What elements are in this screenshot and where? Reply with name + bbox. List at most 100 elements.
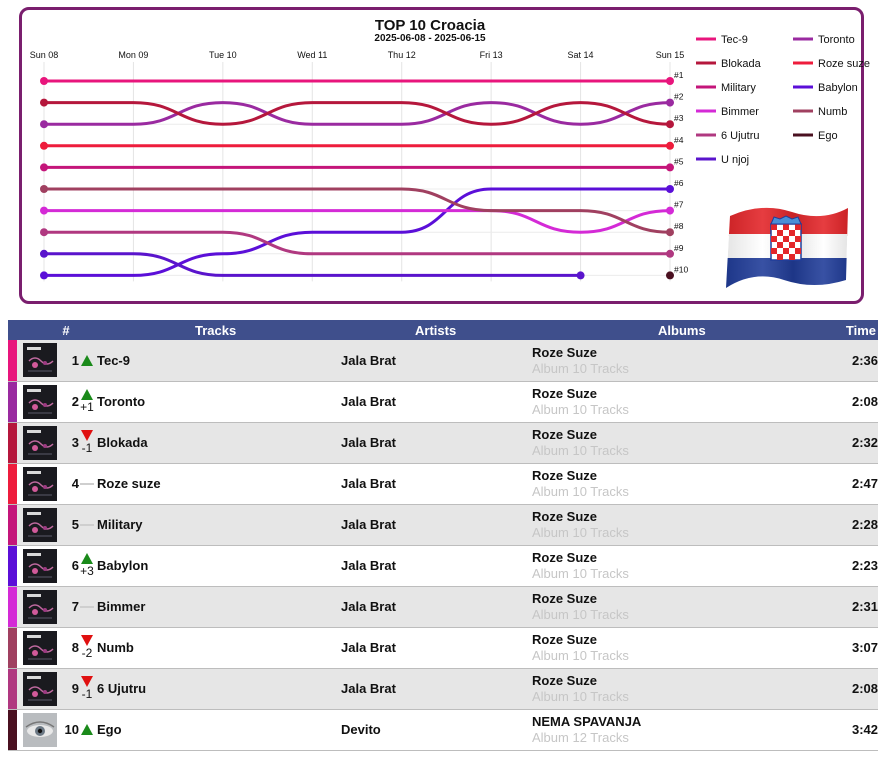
- series-point[interactable]: [40, 163, 48, 172]
- row-color-bar: [8, 340, 17, 382]
- series-point[interactable]: [40, 141, 48, 150]
- album-cell[interactable]: Roze Suze Album 10 Tracks: [532, 545, 760, 587]
- series-line-numb[interactable]: [42, 187, 672, 234]
- row-color-bar: [8, 463, 17, 505]
- table-row[interactable]: 6 +3 Babylon Jala Brat Roze Suze Album 10 Tra…: [8, 545, 878, 587]
- album-cell[interactable]: Roze Suze Album 10 Tracks: [532, 422, 760, 464]
- album-cell[interactable]: Roze Suze Album 10 Tracks: [532, 504, 760, 546]
- table-row[interactable]: 9 -1 6 Ujutru Jala Brat Roze Suze Album 10 Tr…: [8, 668, 878, 710]
- chart-subtitle: 2025-06-08 - 2025-06-15: [374, 33, 486, 44]
- series-point[interactable]: [40, 271, 48, 280]
- track-name[interactable]: Tec-9: [95, 340, 315, 382]
- row-rank: 7: [57, 586, 79, 628]
- track-name[interactable]: 6 Ujutru: [95, 668, 315, 710]
- table-row[interactable]: 7 Bimmer Jala Brat Roze Suze Album 10 Tracks…: [8, 586, 878, 628]
- album-cell[interactable]: Roze Suze Album 10 Tracks: [532, 381, 760, 423]
- artist-name[interactable]: Jala Brat: [315, 422, 560, 464]
- trend-down-icon: [81, 430, 93, 441]
- legend-label[interactable]: Bimmer: [721, 106, 759, 118]
- series-line-6-ujutru[interactable]: [42, 230, 672, 256]
- legend-label[interactable]: Numb: [818, 106, 847, 118]
- track-name[interactable]: Bimmer: [95, 586, 315, 628]
- artist-name[interactable]: Jala Brat: [315, 668, 560, 710]
- artist-name[interactable]: Jala Brat: [315, 627, 560, 669]
- series-point[interactable]: [40, 185, 48, 193]
- table-row[interactable]: 5 Military Jala Brat Roze Suze Album 10 Trac…: [8, 504, 878, 546]
- series-point[interactable]: [40, 249, 48, 258]
- series-point[interactable]: [666, 98, 674, 107]
- series-point[interactable]: [666, 185, 674, 193]
- album-cell[interactable]: NEMA SPAVANJA Album 12 Tracks: [532, 709, 760, 751]
- artist-name[interactable]: Jala Brat: [315, 504, 560, 546]
- album-cell[interactable]: Roze Suze Album 10 Tracks: [532, 463, 760, 505]
- artist-name[interactable]: Jala Brat: [315, 381, 560, 423]
- row-color-bar: [8, 627, 17, 669]
- series-point[interactable]: [40, 98, 48, 107]
- album-name: Roze Suze: [532, 468, 598, 483]
- table-row[interactable]: 4 Roze suze Jala Brat Roze Suze Album 10 Tra…: [8, 463, 878, 505]
- row-rank: 10: [57, 709, 79, 751]
- row-rank: 6: [57, 545, 79, 587]
- legend-label[interactable]: Military: [721, 82, 756, 94]
- series-point[interactable]: [40, 206, 48, 215]
- table-row[interactable]: 3 -1 Blokada Jala Brat Roze Suze Album 10 Tra…: [8, 422, 878, 464]
- track-duration: 2:32: [760, 422, 878, 464]
- table-header: # Tracks Artists Albums Time: [8, 320, 878, 340]
- album-cell[interactable]: Roze Suze Album 10 Tracks: [532, 668, 760, 710]
- series-point[interactable]: [576, 271, 585, 280]
- row-rank: 3: [57, 422, 79, 464]
- artist-name[interactable]: Jala Brat: [315, 545, 560, 587]
- album-cell[interactable]: Roze Suze Album 10 Tracks: [532, 340, 760, 382]
- legend-label[interactable]: Roze suze: [818, 58, 870, 70]
- series-point[interactable]: [666, 206, 674, 215]
- series-point[interactable]: [40, 120, 48, 129]
- album-track-count: Album 10 Tracks: [532, 607, 629, 622]
- table-row[interactable]: 8 -2 Numb Jala Brat Roze Suze Album 10 Tracks…: [8, 627, 878, 669]
- trend-up-icon: [81, 354, 93, 366]
- artist-name[interactable]: Devito: [315, 709, 560, 751]
- album-cell[interactable]: Roze Suze Album 10 Tracks: [532, 627, 760, 669]
- series-line-toronto[interactable]: [42, 101, 672, 126]
- table-row[interactable]: 2 +1 Toronto Jala Brat Roze Suze Album 10 Tra…: [8, 381, 878, 423]
- legend-label[interactable]: Tec-9: [721, 34, 748, 46]
- album-cell[interactable]: Roze Suze Album 10 Tracks: [532, 586, 760, 628]
- y-tick-label: #1: [674, 70, 684, 80]
- track-name[interactable]: Babylon: [95, 545, 315, 587]
- y-tick-label: #2: [674, 92, 684, 102]
- track-name[interactable]: Military: [95, 504, 315, 546]
- artist-name[interactable]: Jala Brat: [315, 463, 560, 505]
- series-point[interactable]: [666, 271, 674, 280]
- series-point[interactable]: [666, 120, 674, 129]
- legend-label[interactable]: Ego: [818, 130, 838, 142]
- track-name[interactable]: Blokada: [95, 422, 315, 464]
- series-point[interactable]: [666, 141, 674, 150]
- album-cover-roze-suze-icon: [23, 671, 57, 706]
- table-row[interactable]: 10 Ego Devito NEMA SPAVANJA Album 12 Tracks 3…: [8, 709, 878, 751]
- series-point[interactable]: [666, 163, 674, 172]
- legend-label[interactable]: Toronto: [818, 34, 855, 46]
- series-line-bimmer[interactable]: [42, 209, 672, 234]
- track-name[interactable]: Roze suze: [95, 463, 315, 505]
- series-point[interactable]: [40, 228, 48, 237]
- track-name[interactable]: Numb: [95, 627, 315, 669]
- row-rank: 4: [57, 463, 79, 505]
- legend-label[interactable]: 6 Ujutru: [721, 130, 760, 142]
- series-line-blokada[interactable]: [42, 101, 672, 126]
- track-name[interactable]: Ego: [95, 709, 315, 751]
- series-point[interactable]: [666, 228, 674, 237]
- artist-name[interactable]: Jala Brat: [315, 340, 560, 382]
- rank-delta: -1: [81, 441, 93, 455]
- series-point[interactable]: [666, 77, 674, 85]
- legend-label[interactable]: Blokada: [721, 58, 762, 70]
- table-row[interactable]: 1 Tec-9 Jala Brat Roze Suze Album 10 Tracks 2…: [8, 340, 878, 382]
- legend-label[interactable]: U njoj: [721, 154, 749, 166]
- legend-label[interactable]: Babylon: [818, 82, 858, 94]
- series-line-u-njoj[interactable]: [42, 252, 583, 277]
- series-point[interactable]: [666, 249, 674, 258]
- artist-name[interactable]: Jala Brat: [315, 586, 560, 628]
- track-name[interactable]: Toronto: [95, 381, 315, 423]
- series-point[interactable]: [40, 77, 48, 85]
- series-line-babylon[interactable]: [42, 187, 672, 277]
- y-tick-label: #6: [674, 178, 684, 188]
- header-time: Time: [845, 322, 876, 338]
